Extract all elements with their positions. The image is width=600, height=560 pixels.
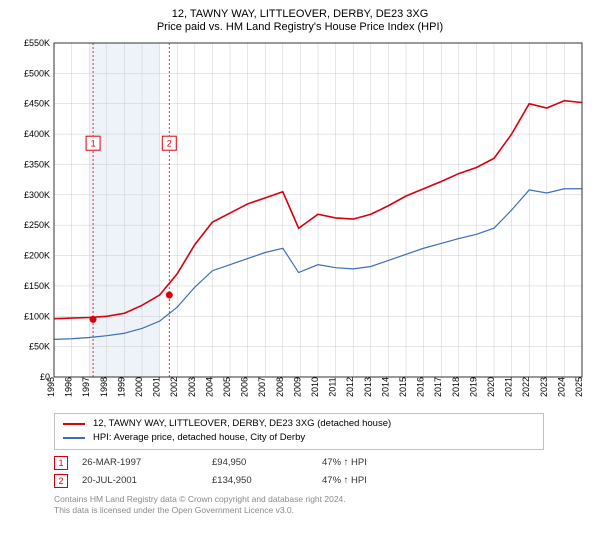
line-chart: £0£50K£100K£150K£200K£250K£300K£350K£400… bbox=[10, 37, 590, 407]
legend-row: 12, TAWNY WAY, LITTLEOVER, DERBY, DE23 3… bbox=[63, 417, 535, 431]
x-tick-label: 2000 bbox=[134, 377, 144, 397]
x-tick-label: 2008 bbox=[275, 377, 285, 397]
x-tick-label: 1995 bbox=[46, 377, 56, 397]
y-tick-label: £400K bbox=[24, 129, 50, 139]
marker-date: 20-JUL-2001 bbox=[82, 475, 212, 486]
legend-row: HPI: Average price, detached house, City… bbox=[63, 431, 535, 445]
chart-title-block: 12, TAWNY WAY, LITTLEOVER, DERBY, DE23 3… bbox=[10, 8, 590, 33]
x-tick-label: 1997 bbox=[81, 377, 91, 397]
x-tick-label: 2003 bbox=[187, 377, 197, 397]
x-tick-label: 1999 bbox=[116, 377, 126, 397]
x-tick-label: 2010 bbox=[310, 377, 320, 397]
marker-table-row: 1 26-MAR-1997£94,95047% ↑ HPI bbox=[54, 456, 590, 470]
marker-price: £94,950 bbox=[212, 457, 322, 468]
y-tick-label: £550K bbox=[24, 38, 50, 48]
x-tick-label: 2025 bbox=[574, 377, 584, 397]
x-tick-label: 2015 bbox=[398, 377, 408, 397]
marker-pct: 47% ↑ HPI bbox=[322, 475, 367, 486]
x-tick-label: 1996 bbox=[64, 377, 74, 397]
x-tick-label: 2017 bbox=[433, 377, 443, 397]
x-tick-label: 2011 bbox=[328, 377, 338, 396]
legend-label: HPI: Average price, detached house, City… bbox=[93, 431, 305, 445]
chart-title-line1: 12, TAWNY WAY, LITTLEOVER, DERBY, DE23 3… bbox=[10, 8, 590, 20]
x-tick-label: 2022 bbox=[521, 377, 531, 397]
x-tick-label: 2012 bbox=[345, 377, 355, 397]
y-tick-label: £300K bbox=[24, 190, 50, 200]
marker-table: 1 26-MAR-1997£94,95047% ↑ HPI 2 20-JUL-2001… bbox=[54, 456, 590, 488]
marker-price: £134,950 bbox=[212, 475, 322, 486]
y-tick-label: £450K bbox=[24, 99, 50, 109]
y-tick-label: £200K bbox=[24, 251, 50, 261]
marker-table-badge: 1 bbox=[54, 456, 68, 470]
marker-date: 26-MAR-1997 bbox=[82, 457, 212, 468]
x-tick-label: 2023 bbox=[539, 377, 549, 397]
x-tick-label: 2019 bbox=[468, 377, 478, 397]
legend-box: 12, TAWNY WAY, LITTLEOVER, DERBY, DE23 3… bbox=[54, 413, 544, 450]
x-tick-label: 2004 bbox=[204, 377, 214, 397]
x-tick-label: 2014 bbox=[380, 377, 390, 397]
x-tick-label: 2024 bbox=[556, 377, 566, 397]
x-tick-label: 2016 bbox=[416, 377, 426, 397]
y-tick-label: £250K bbox=[24, 220, 50, 230]
x-tick-label: 2009 bbox=[292, 377, 302, 397]
chart-area: £0£50K£100K£150K£200K£250K£300K£350K£400… bbox=[10, 37, 590, 407]
footer-line2: This data is licensed under the Open Gov… bbox=[54, 505, 590, 516]
legend-swatch bbox=[63, 423, 85, 425]
marker-badge-id: 1 bbox=[91, 139, 96, 149]
y-tick-label: £500K bbox=[24, 68, 50, 78]
y-tick-label: £150K bbox=[24, 281, 50, 291]
x-tick-label: 2005 bbox=[222, 377, 232, 397]
footer-attribution: Contains HM Land Registry data © Crown c… bbox=[54, 494, 590, 516]
y-tick-label: £100K bbox=[24, 311, 50, 321]
x-tick-label: 2006 bbox=[240, 377, 250, 397]
sale-point bbox=[166, 292, 173, 299]
x-tick-label: 1998 bbox=[99, 377, 109, 397]
x-tick-label: 2021 bbox=[504, 377, 514, 397]
y-tick-label: £50K bbox=[29, 342, 50, 352]
marker-table-badge: 2 bbox=[54, 474, 68, 488]
x-tick-label: 2001 bbox=[152, 377, 162, 397]
marker-pct: 47% ↑ HPI bbox=[322, 457, 367, 468]
legend-label: 12, TAWNY WAY, LITTLEOVER, DERBY, DE23 3… bbox=[93, 417, 391, 431]
x-tick-label: 2002 bbox=[169, 377, 179, 397]
x-tick-label: 2007 bbox=[257, 377, 267, 397]
marker-table-row: 2 20-JUL-2001£134,95047% ↑ HPI bbox=[54, 474, 590, 488]
x-tick-label: 2020 bbox=[486, 377, 496, 397]
marker-badge-id: 2 bbox=[167, 139, 172, 149]
legend-swatch bbox=[63, 437, 85, 439]
sale-point bbox=[90, 316, 97, 323]
x-tick-label: 2018 bbox=[451, 377, 461, 397]
chart-title-line2: Price paid vs. HM Land Registry's House … bbox=[10, 21, 590, 33]
footer-line1: Contains HM Land Registry data © Crown c… bbox=[54, 494, 590, 505]
y-tick-label: £350K bbox=[24, 159, 50, 169]
x-tick-label: 2013 bbox=[363, 377, 373, 397]
